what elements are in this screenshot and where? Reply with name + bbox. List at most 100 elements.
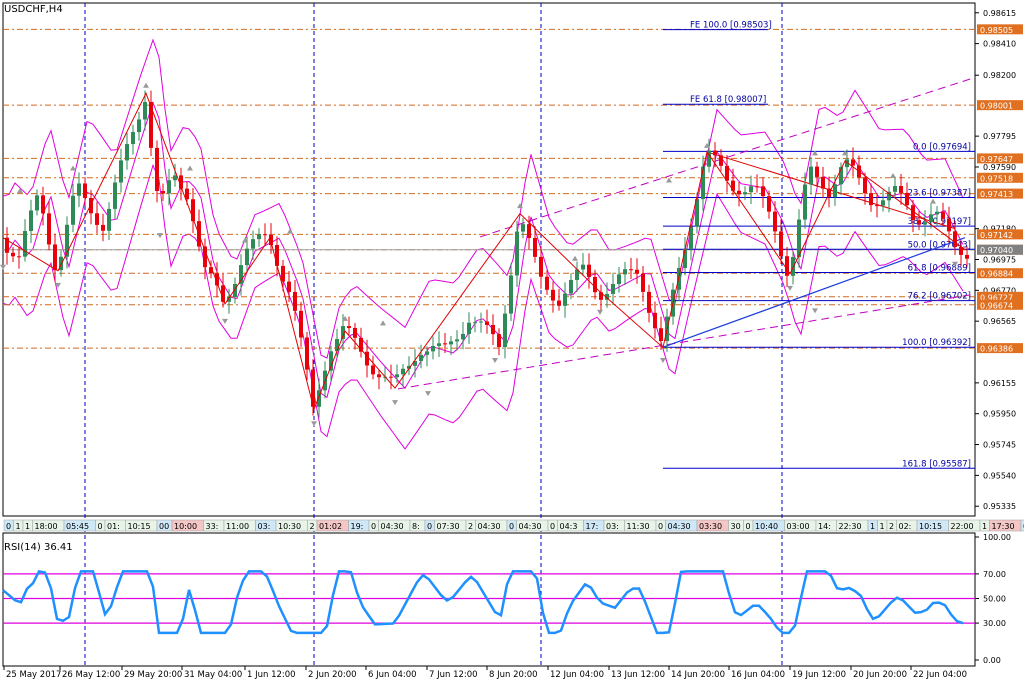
candle-body — [317, 390, 321, 407]
fractal-down — [311, 421, 317, 427]
candle-body — [347, 326, 351, 328]
candle-body — [503, 313, 507, 348]
main-chart-title: USDCHF,H4 — [4, 4, 63, 15]
candle-body — [437, 343, 441, 346]
candle-body — [413, 361, 417, 366]
price-level-tag — [977, 229, 1023, 240]
time-tick-label: 2 Jun 20:00 — [308, 670, 357, 680]
rsi-tick-label: 30.00 — [983, 619, 1006, 628]
fractal-up — [287, 228, 293, 234]
price-tick-label: 0.96975 — [983, 256, 1016, 265]
candle-body — [299, 310, 303, 338]
candle-body — [29, 210, 33, 232]
price-tick-label: 0.96565 — [983, 317, 1016, 326]
candle-body — [713, 150, 717, 156]
fractal-up — [517, 203, 523, 209]
candle-body — [263, 234, 267, 236]
candle-body — [281, 265, 285, 282]
candle-body — [731, 180, 735, 191]
candle-body — [629, 269, 633, 271]
candle-body — [95, 213, 99, 225]
candle-body — [443, 343, 447, 345]
price-tick-label: 0.95950 — [983, 410, 1016, 419]
fractal-up — [342, 315, 348, 321]
fibo-level-label: 76.2 [0.96702] — [908, 292, 971, 302]
candle-body — [659, 328, 663, 342]
fractal-up — [890, 172, 896, 178]
candle-body — [395, 374, 399, 378]
candle-body — [449, 341, 453, 345]
candle-body — [569, 279, 573, 294]
price-level-tag — [977, 188, 1023, 199]
candle-body — [839, 167, 843, 185]
candle-body — [329, 351, 333, 371]
candle-body — [821, 176, 825, 189]
fibo-level-label: 23.6 [0.97387] — [908, 189, 971, 199]
session-label: 2 — [468, 522, 473, 531]
session-label: 05:45 — [66, 522, 89, 531]
price-tick-label: 0.95745 — [983, 441, 1016, 450]
candle-body — [11, 252, 15, 257]
candle-body — [893, 186, 897, 192]
candle-body — [641, 273, 645, 292]
session-label: 10:30 — [278, 522, 301, 531]
candle-body — [467, 322, 471, 334]
price-level-tag — [977, 343, 1023, 354]
session-label: 0 — [98, 522, 103, 531]
session-label: 22:00 — [951, 522, 974, 531]
trend-lines — [397, 76, 976, 390]
candle-body — [929, 214, 933, 223]
session-label: 2 — [310, 522, 315, 531]
candle-body — [767, 196, 771, 212]
fibo-level-label: 100.0 [0.96392] — [902, 338, 971, 348]
candles — [5, 90, 969, 418]
fractal-up — [242, 237, 248, 243]
candle-body — [563, 293, 567, 306]
price-level-tag — [977, 172, 1023, 183]
session-label: 03: — [606, 522, 619, 531]
time-tick-label: 22 Jun 04:00 — [913, 670, 967, 680]
time-tick-label: 8 Jun 20:00 — [489, 670, 538, 680]
price-level-tag — [977, 153, 1023, 164]
grid-layer — [2, 2, 976, 667]
price-level-tag-label: 0.97413 — [980, 190, 1013, 199]
fractal-up — [143, 82, 149, 88]
candle-body — [407, 365, 411, 369]
time-tick-label: 31 May 04:00 — [184, 670, 242, 680]
fractal-up — [812, 150, 818, 156]
candle-body — [941, 211, 945, 219]
candle-body — [599, 292, 603, 300]
candle-body — [545, 276, 549, 290]
session-label: 03: — [258, 522, 271, 531]
candle-body — [587, 264, 591, 277]
candle-body — [605, 293, 609, 300]
session-label: 04:3 — [560, 522, 578, 531]
candle-body — [773, 211, 777, 232]
fractal-down — [55, 282, 61, 288]
candle-body — [905, 192, 909, 206]
fractal-up — [666, 177, 672, 183]
time-tick-label: 13 Jun 12:00 — [611, 670, 665, 680]
fibo-level-label: 38.2 [0.97197] — [908, 217, 971, 227]
session-label: 01:02 — [319, 522, 342, 531]
session-label: 0 — [509, 522, 514, 531]
fractal-up — [842, 150, 848, 156]
session-label: 17:30 — [992, 522, 1015, 531]
session-label: 00 — [159, 522, 169, 531]
session-label: 0 — [550, 522, 555, 531]
time-tick-label: 14 Jun 20:00 — [671, 670, 725, 680]
session-label: 0 — [427, 522, 432, 531]
titles: USDCHF,H4 RSI(14) 36.41 — [4, 4, 73, 553]
candle-body — [77, 183, 81, 196]
current-price-tag-label: 0.97040 — [980, 246, 1013, 255]
candle-body — [257, 234, 261, 240]
candle-body — [677, 267, 681, 290]
fractal-down — [222, 318, 228, 324]
candle-body — [119, 160, 123, 183]
session-label: 17: — [586, 522, 599, 531]
price-level-tag-label: 0.96674 — [980, 301, 1013, 310]
candle-body — [593, 276, 597, 293]
current-price-tag — [977, 244, 1023, 255]
